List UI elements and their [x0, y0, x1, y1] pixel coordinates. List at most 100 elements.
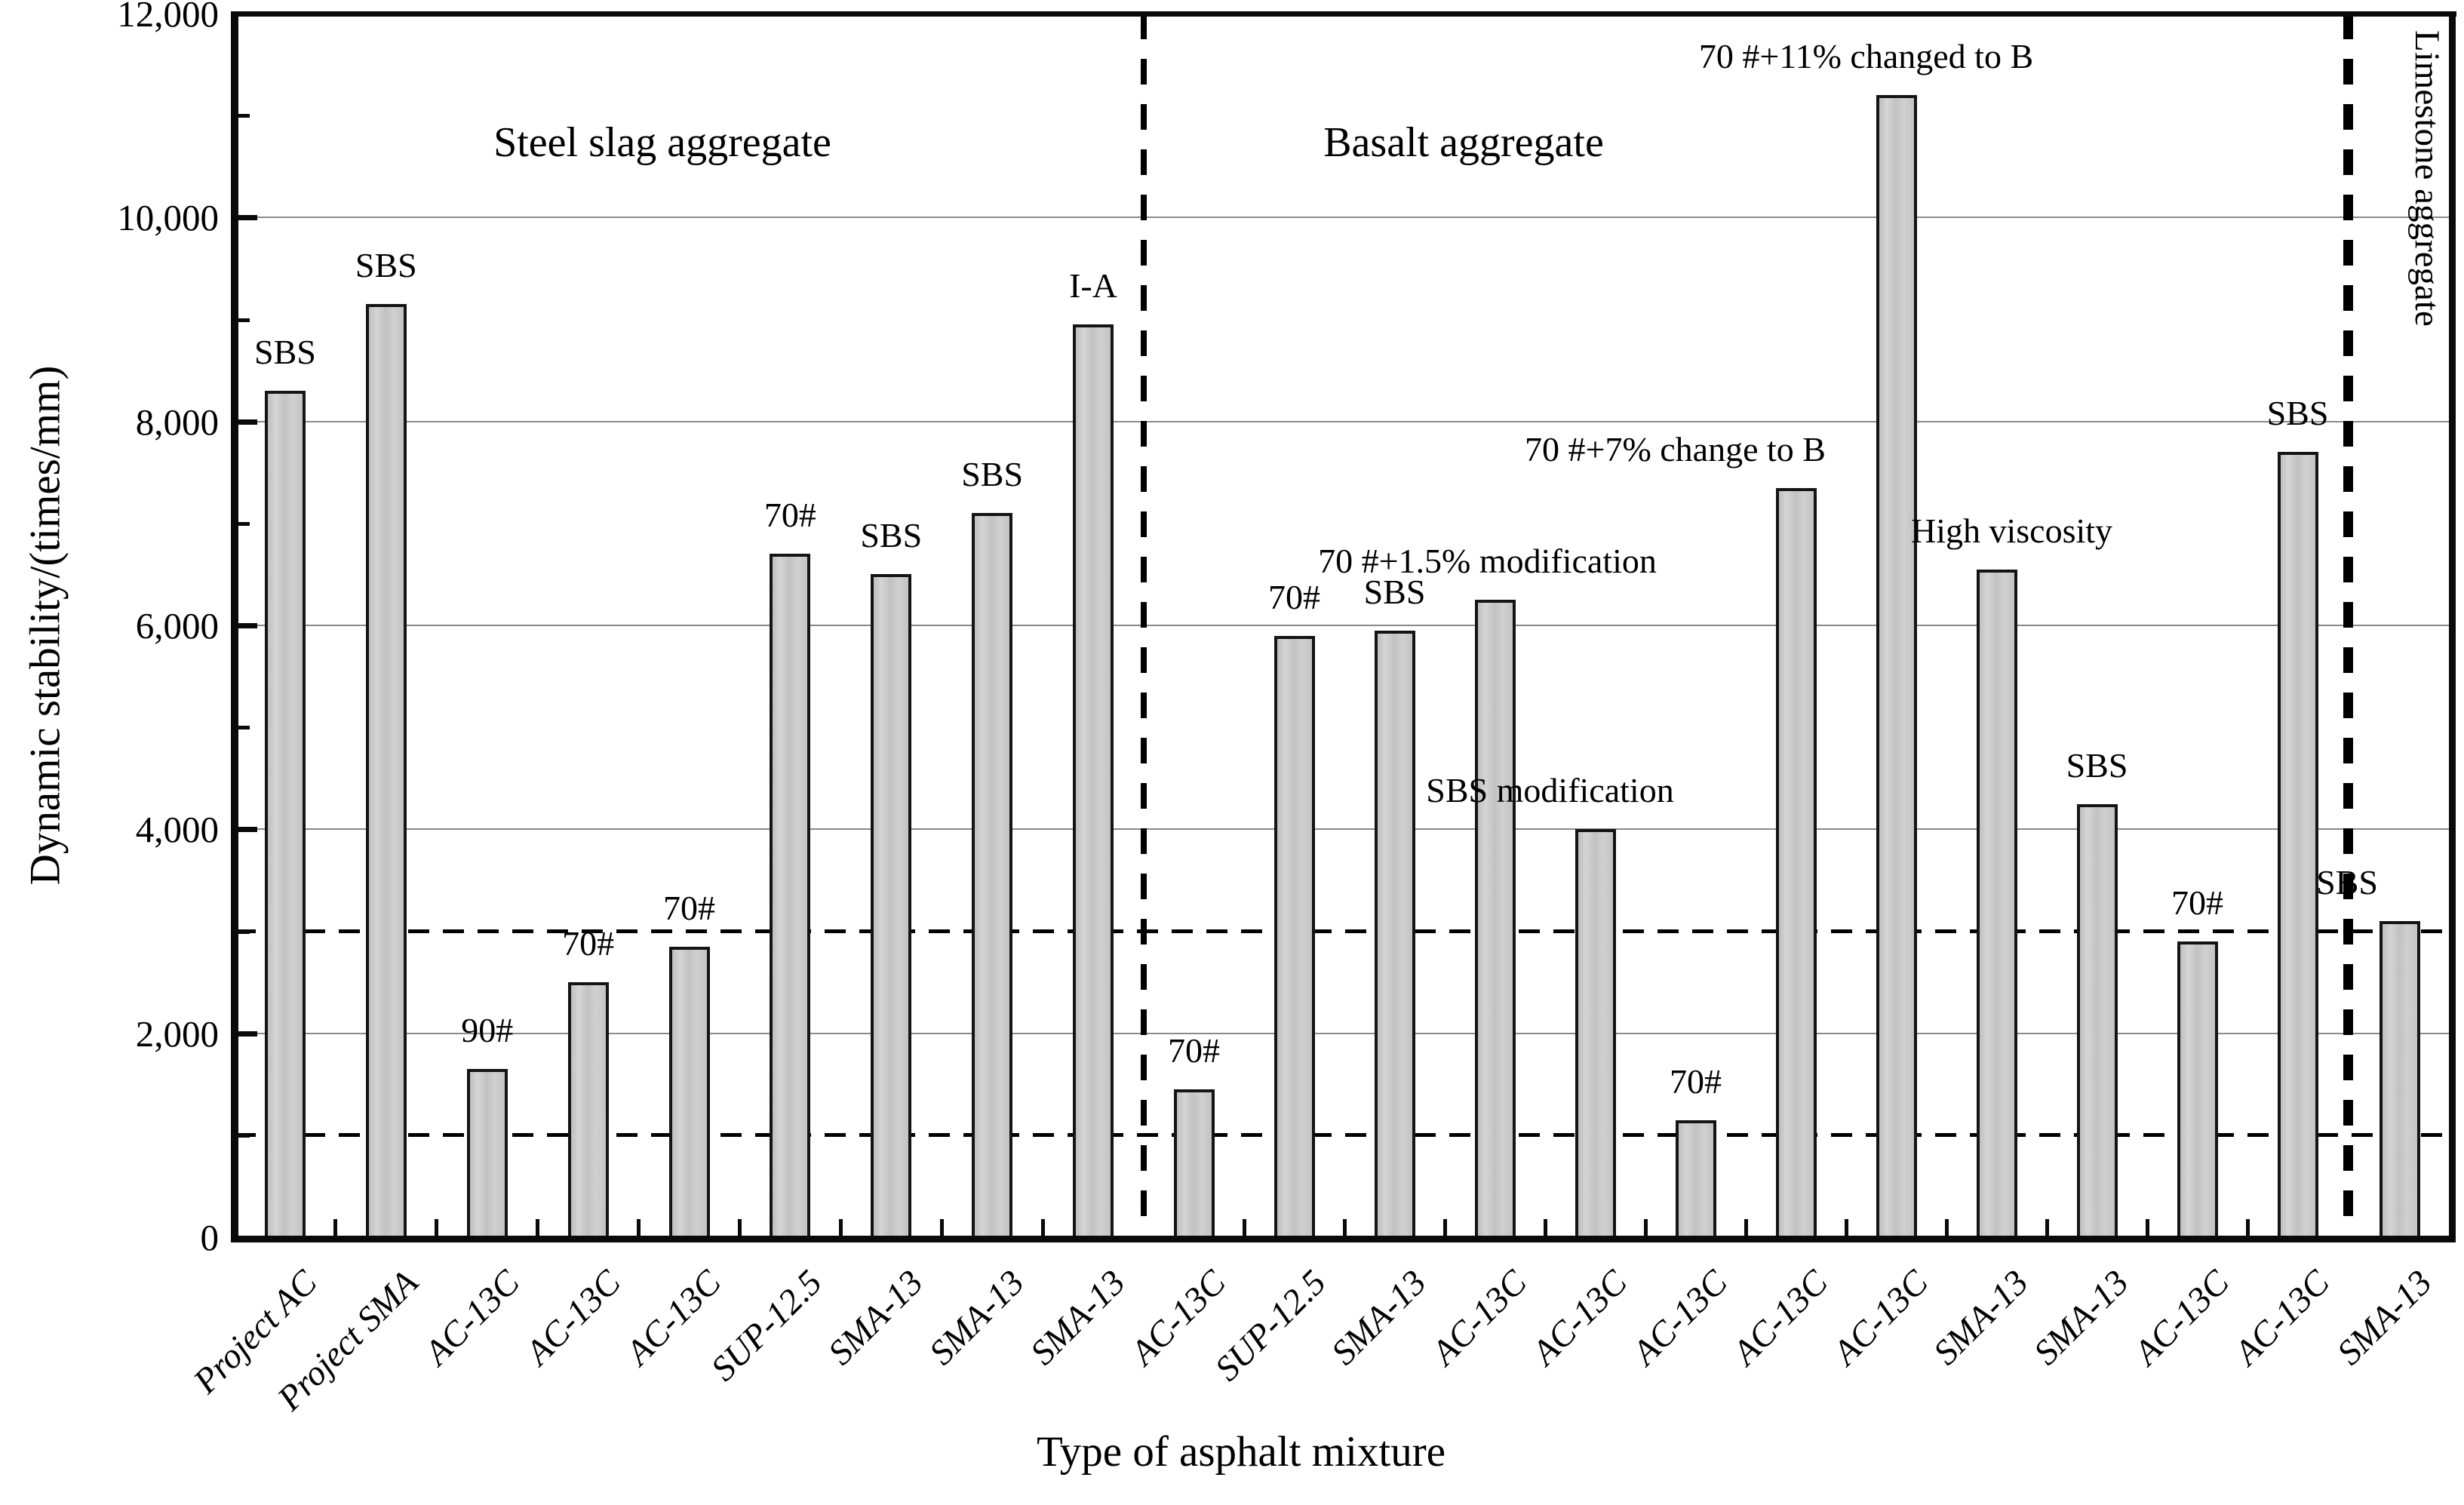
x-tick-s1-2: [1342, 1219, 1347, 1237]
x-category-label: AC-13C: [416, 1262, 527, 1373]
bar-annotation: 70#: [663, 888, 715, 927]
x-tick-s0-1: [333, 1219, 338, 1237]
x-category-label: AC-13C: [518, 1262, 628, 1373]
bar-basalt-9: [1976, 569, 2017, 1237]
x-tick-s1-8: [1944, 1219, 1949, 1237]
x-category-label: SMA-13: [922, 1262, 1032, 1373]
x-category-label: SMA-13: [2329, 1262, 2440, 1373]
y-axis-line: [231, 11, 238, 1242]
bar-annotation: 70#: [1670, 1061, 1722, 1101]
y-major-tick-4000: [235, 827, 257, 833]
gridline-6000: [235, 625, 2452, 626]
bar-basalt-6: [1675, 1120, 1716, 1237]
y-major-tick-8000: [235, 419, 257, 425]
x-category-label: SMA-13: [1926, 1262, 2037, 1373]
x-category-label: AC-13C: [1525, 1262, 1636, 1373]
bar-annotation: 70 #+11% changed to B: [1698, 37, 2034, 76]
bar-steel-2: [365, 304, 407, 1237]
y-minor-tick-5000: [235, 726, 250, 730]
x-axis-line: [231, 1236, 2456, 1242]
x-tick-s0-4: [637, 1219, 641, 1237]
x-category-label: AC-13C: [1424, 1262, 1535, 1373]
bar-annotation: SBS: [254, 333, 316, 372]
x-category-label: AC-13C: [1826, 1262, 1937, 1373]
bar-basalt-8: [1876, 95, 1917, 1237]
section-title-limestone: Limestone aggregate: [2407, 30, 2447, 327]
bar-basalt-2: [1273, 635, 1315, 1237]
bar-steel-4: [567, 982, 609, 1237]
y-major-tick-6000: [235, 623, 257, 628]
bar-steel-7: [871, 574, 912, 1237]
bar-annotation: 70#: [562, 924, 615, 963]
x-category-label: AC-13C: [2127, 1262, 2238, 1373]
bar-annotation: High viscosity: [1910, 511, 2113, 550]
bar-annotation: 70#: [1268, 577, 1320, 616]
bar-basalt-10: [2076, 803, 2118, 1237]
bar-annotation: SBS: [355, 246, 417, 285]
gridline-4000: [235, 828, 2452, 831]
x-tick-s0-5: [737, 1219, 742, 1237]
bar-annotation: 70 #+1.5% modification: [1318, 542, 1657, 581]
y-minor-tick-3000: [235, 929, 250, 934]
bar-steel-9: [1073, 324, 1114, 1237]
x-category-label: SMA-13: [1023, 1262, 1133, 1373]
bar-basalt-7: [1775, 487, 1817, 1237]
bar-steel-8: [972, 513, 1013, 1237]
x-tick-s1-6: [1744, 1219, 1748, 1237]
plot-border-right: [2449, 11, 2456, 1242]
y-tick-label-10000: 10,000: [117, 197, 219, 239]
gridline-8000: [235, 420, 2452, 422]
bar-annotation: 70 #+7% change to B: [1525, 429, 1826, 468]
bar-annotation: 70#: [2171, 883, 2223, 923]
x-tick-s0-8: [1040, 1219, 1045, 1237]
bar-steel-1: [264, 391, 306, 1237]
x-category-label: SMA-13: [2026, 1262, 2137, 1373]
bar-annotation: 70#: [763, 496, 816, 535]
y-tick-label-8000: 8,000: [135, 401, 219, 443]
y-minor-tick-11000: [235, 114, 250, 118]
bar-steel-6: [770, 554, 811, 1237]
x-tick-s1-5: [1643, 1219, 1648, 1237]
x-tick-s1-4: [1543, 1219, 1547, 1237]
bar-basalt-4: [1474, 600, 1516, 1237]
threshold-line-1000: [235, 1132, 2452, 1137]
bar-basalt-1: [1173, 1089, 1215, 1237]
x-category-label: AC-13C: [1725, 1262, 1836, 1373]
bar-steel-5: [668, 946, 710, 1237]
bar-annotation: SBS: [860, 516, 923, 555]
bar-annotation: SBS: [2266, 394, 2329, 433]
bar-annotation: SBS: [961, 455, 1024, 494]
y-minor-tick-7000: [235, 521, 250, 526]
section-divider-basalt-limestone: [2343, 14, 2353, 1237]
y-minor-tick-9000: [235, 318, 250, 322]
bar-basalt-11: [2177, 941, 2218, 1237]
y-tick-label-2000: 2,000: [135, 1012, 219, 1055]
plot-border-top: [232, 11, 2456, 17]
gridline-10000: [235, 217, 2452, 219]
y-tick-label-4000: 4,000: [135, 809, 219, 851]
bar-limestone-1: [2380, 920, 2420, 1237]
bar-basalt-12: [2277, 452, 2318, 1237]
bar-basalt-5: [1575, 829, 1616, 1237]
x-category-label: SMA-13: [821, 1262, 931, 1373]
section-divider-steel-basalt: [1141, 14, 1147, 1237]
x-tick-s1-10: [2145, 1219, 2149, 1237]
x-tick-s1-7: [1844, 1219, 1848, 1237]
y-tick-label-6000: 6,000: [135, 605, 219, 647]
x-axis-title: Type of asphalt mixture: [1036, 1428, 1446, 1476]
section-title-basalt: Basalt aggregate: [1323, 119, 1604, 166]
x-category-label: AC-13C: [1625, 1262, 1736, 1373]
bar-annotation: SBS: [1363, 572, 1426, 611]
y-tick-label-0: 0: [200, 1217, 220, 1258]
bar-annotation: I-A: [1069, 266, 1117, 306]
bar-annotation: 70#: [1168, 1031, 1220, 1070]
bar-annotation: SBS: [2066, 745, 2128, 785]
x-tick-s0-3: [536, 1219, 540, 1237]
x-tick-s1-9: [2045, 1219, 2049, 1237]
section-title-steel-slag: Steel slag aggregate: [493, 119, 831, 166]
y-major-tick-2000: [235, 1030, 257, 1037]
bar-steel-3: [466, 1068, 508, 1237]
x-category-label: SUP-12.5: [704, 1262, 831, 1389]
x-tick-s1-3: [1442, 1219, 1447, 1237]
threshold-line-3000: [235, 929, 2452, 933]
